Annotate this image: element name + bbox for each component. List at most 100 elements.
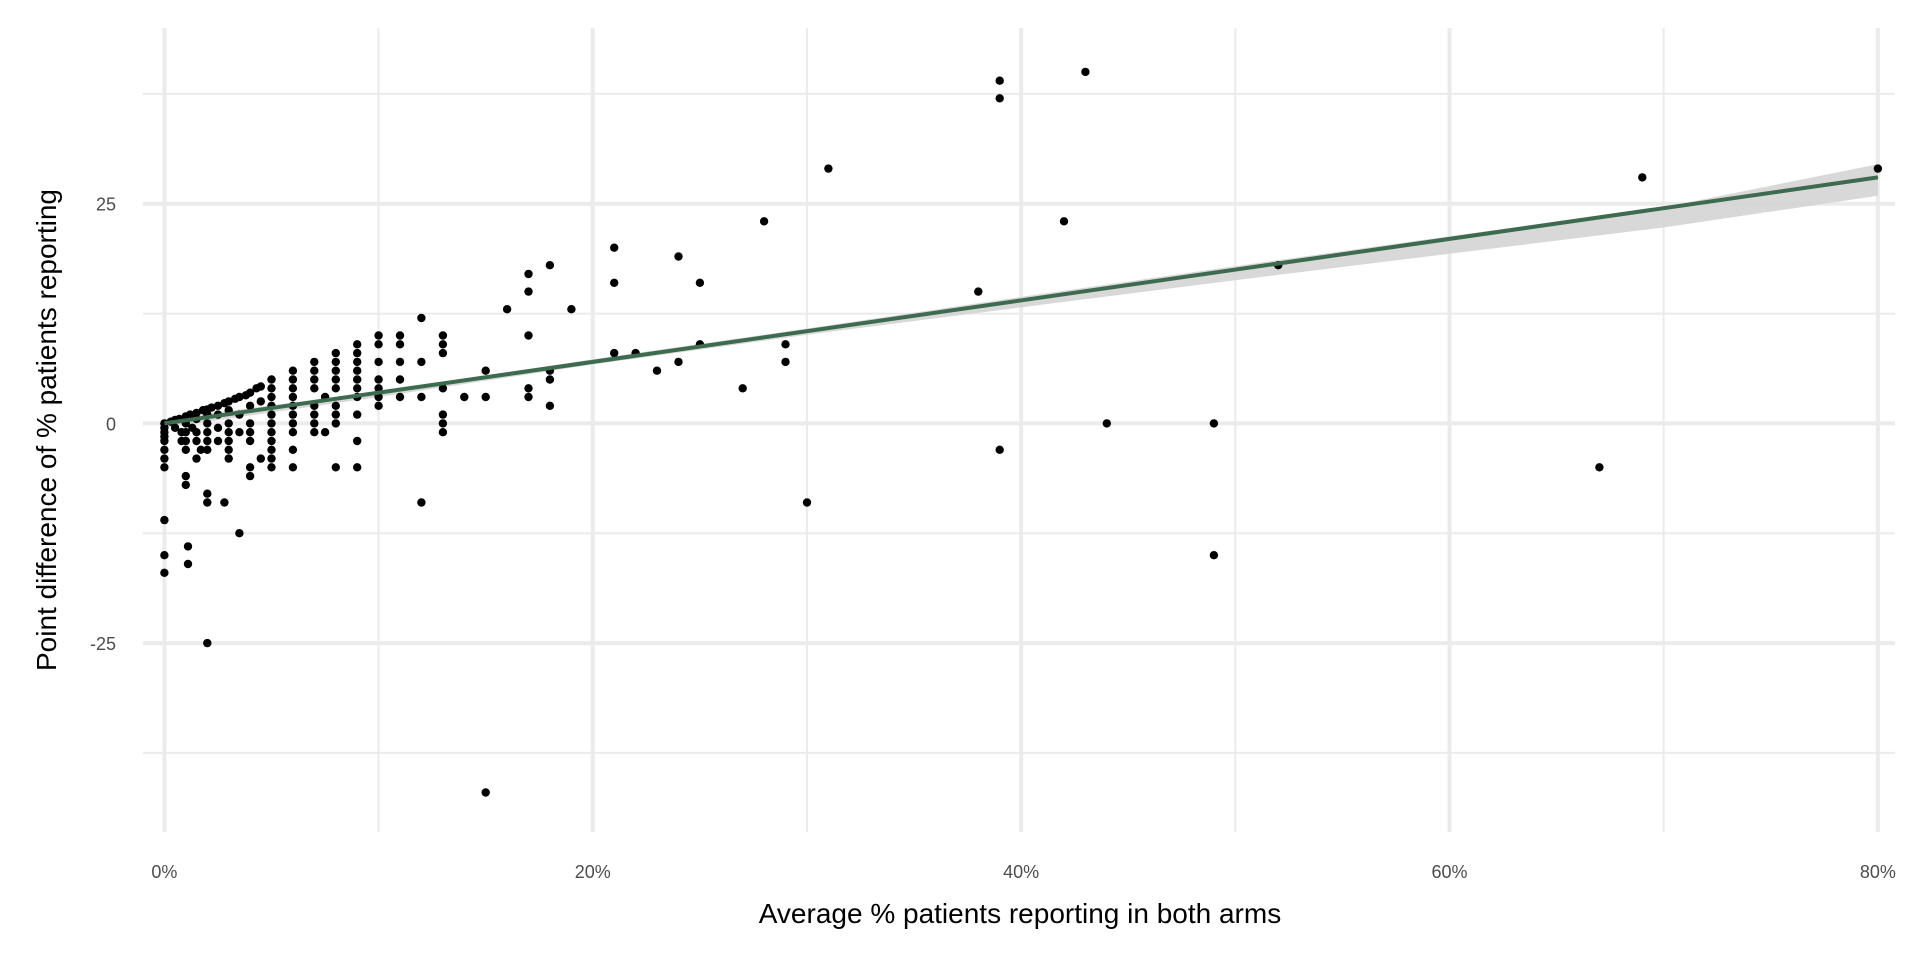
data-point — [192, 454, 201, 463]
data-point — [438, 410, 448, 419]
y-axis-title: Point difference of % patients reporting — [31, 189, 62, 671]
data-point — [1102, 419, 1112, 428]
data-point — [1209, 551, 1219, 560]
data-point — [353, 384, 362, 393]
data-point — [160, 454, 169, 463]
x-tick-label: 80% — [1860, 862, 1896, 882]
data-point — [235, 529, 244, 538]
data-point — [802, 498, 812, 507]
data-point — [183, 559, 193, 569]
data-point — [781, 357, 790, 367]
data-point — [267, 454, 276, 463]
data-point — [353, 436, 362, 446]
data-point — [192, 428, 201, 437]
data-point — [1873, 164, 1883, 173]
x-axis-title: Average % patients reporting in both arm… — [759, 898, 1281, 929]
data-point — [256, 454, 265, 463]
data-point — [267, 384, 276, 393]
data-point — [288, 445, 298, 454]
data-point — [203, 419, 212, 428]
data-point — [524, 331, 533, 340]
data-point — [481, 392, 490, 402]
data-point — [331, 384, 340, 393]
x-tick-label: 60% — [1431, 862, 1467, 882]
data-point — [310, 419, 319, 428]
data-point — [192, 408, 201, 418]
data-point — [160, 463, 169, 472]
data-point — [331, 410, 340, 419]
data-point — [781, 340, 790, 349]
data-point — [224, 419, 233, 428]
data-point — [203, 445, 212, 454]
data-point — [331, 357, 340, 367]
data-point — [267, 463, 276, 472]
data-point — [331, 401, 340, 410]
data-point — [224, 428, 233, 437]
data-point — [235, 428, 244, 437]
data-point — [267, 428, 276, 437]
data-point — [320, 428, 330, 437]
data-point — [353, 348, 362, 358]
data-point — [203, 428, 212, 437]
data-point — [213, 436, 223, 446]
data-point — [524, 392, 533, 402]
data-point — [267, 419, 276, 428]
x-tick-label: 0% — [151, 862, 177, 882]
data-point — [207, 403, 216, 412]
data-point — [245, 463, 255, 472]
data-point — [288, 392, 298, 402]
data-point — [524, 287, 533, 296]
data-point — [235, 392, 244, 402]
data-point — [331, 366, 340, 375]
data-point — [170, 423, 180, 432]
data-point — [181, 471, 190, 481]
data-point — [824, 164, 833, 173]
data-point — [213, 423, 223, 432]
trend-line — [164, 175, 1879, 426]
data-point — [310, 375, 319, 384]
data-point — [438, 419, 448, 428]
data-point — [224, 436, 233, 446]
trend-line-layer — [164, 175, 1879, 426]
data-point — [160, 515, 169, 525]
data-point — [310, 410, 319, 419]
data-point — [353, 357, 362, 367]
data-point — [256, 382, 265, 391]
x-tick-label: 40% — [1003, 862, 1039, 882]
data-point — [267, 410, 276, 419]
data-point — [353, 340, 362, 349]
data-point — [438, 384, 448, 393]
data-point — [245, 401, 255, 410]
tick-labels: 0% 20% 40% 60% 80% -25 0 25 — [90, 195, 1896, 882]
data-point — [267, 445, 276, 454]
data-point — [181, 445, 190, 454]
data-point — [353, 375, 362, 384]
data-point — [181, 480, 190, 490]
data-point — [438, 340, 448, 349]
data-point — [438, 428, 448, 437]
data-point — [460, 392, 469, 402]
data-point — [545, 375, 555, 384]
data-point — [256, 397, 265, 406]
data-point — [331, 348, 340, 358]
data-point — [310, 384, 319, 393]
data-point — [1081, 67, 1090, 77]
data-point — [395, 392, 405, 402]
data-point — [160, 445, 169, 454]
data-point — [1595, 463, 1604, 472]
data-point — [1638, 173, 1647, 182]
data-point — [759, 217, 769, 226]
data-point — [524, 384, 533, 393]
data-point — [288, 419, 298, 428]
data-points — [160, 67, 1883, 797]
y-tick-label: 0 — [106, 414, 116, 434]
data-point — [160, 568, 169, 577]
y-tick-label: -25 — [90, 634, 116, 654]
data-point — [183, 542, 193, 551]
data-point — [245, 388, 255, 397]
grid-lines — [143, 28, 1895, 832]
data-point — [438, 331, 448, 340]
data-point — [245, 436, 255, 446]
data-point — [267, 375, 276, 384]
